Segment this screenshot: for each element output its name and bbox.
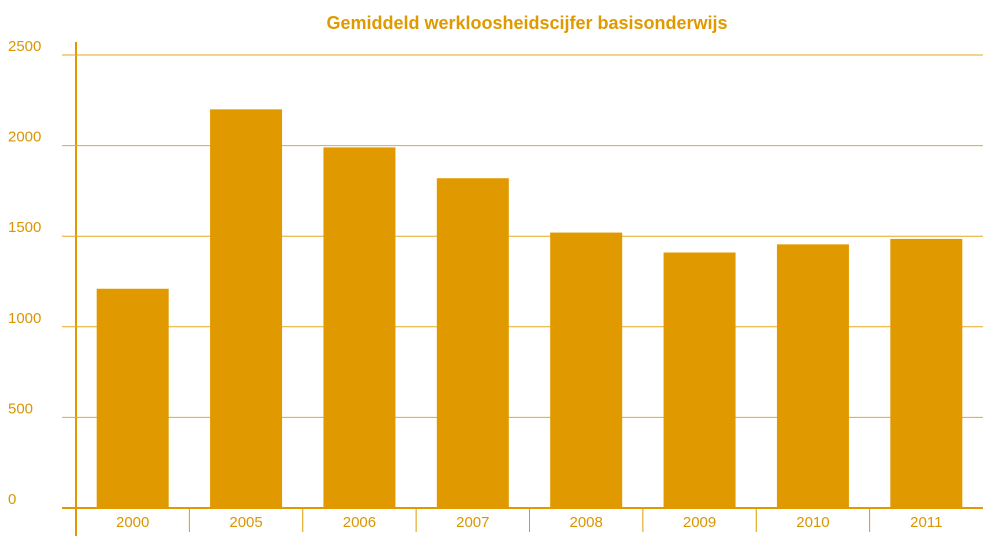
x-tick-label: 2011 [910,514,942,531]
x-tick-label: 2000 [116,514,149,531]
chart-title: Gemiddeld werkloosheidscijfer basisonder… [326,13,727,33]
x-tick-label: 2005 [229,514,262,531]
y-tick-label: 1500 [8,219,41,236]
y-tick-label: 2500 [8,38,41,55]
y-tick-label: 1000 [8,310,41,327]
bar [210,109,283,509]
x-tick-label: 2006 [343,514,376,531]
y-tick-label: 2000 [8,129,41,146]
bar [96,288,169,508]
bar [550,232,623,509]
y-tick-label: 0 [8,491,16,508]
x-tick-label: 2010 [796,514,829,531]
bar [663,252,736,508]
y-tick-label: 500 [8,400,33,417]
x-tick-label: 2009 [683,514,716,531]
bar [890,238,963,508]
x-tick-label: 2008 [570,514,603,531]
bar [436,178,509,508]
bar [323,147,396,509]
x-tick-label: 2007 [456,514,489,531]
bar [776,244,849,508]
